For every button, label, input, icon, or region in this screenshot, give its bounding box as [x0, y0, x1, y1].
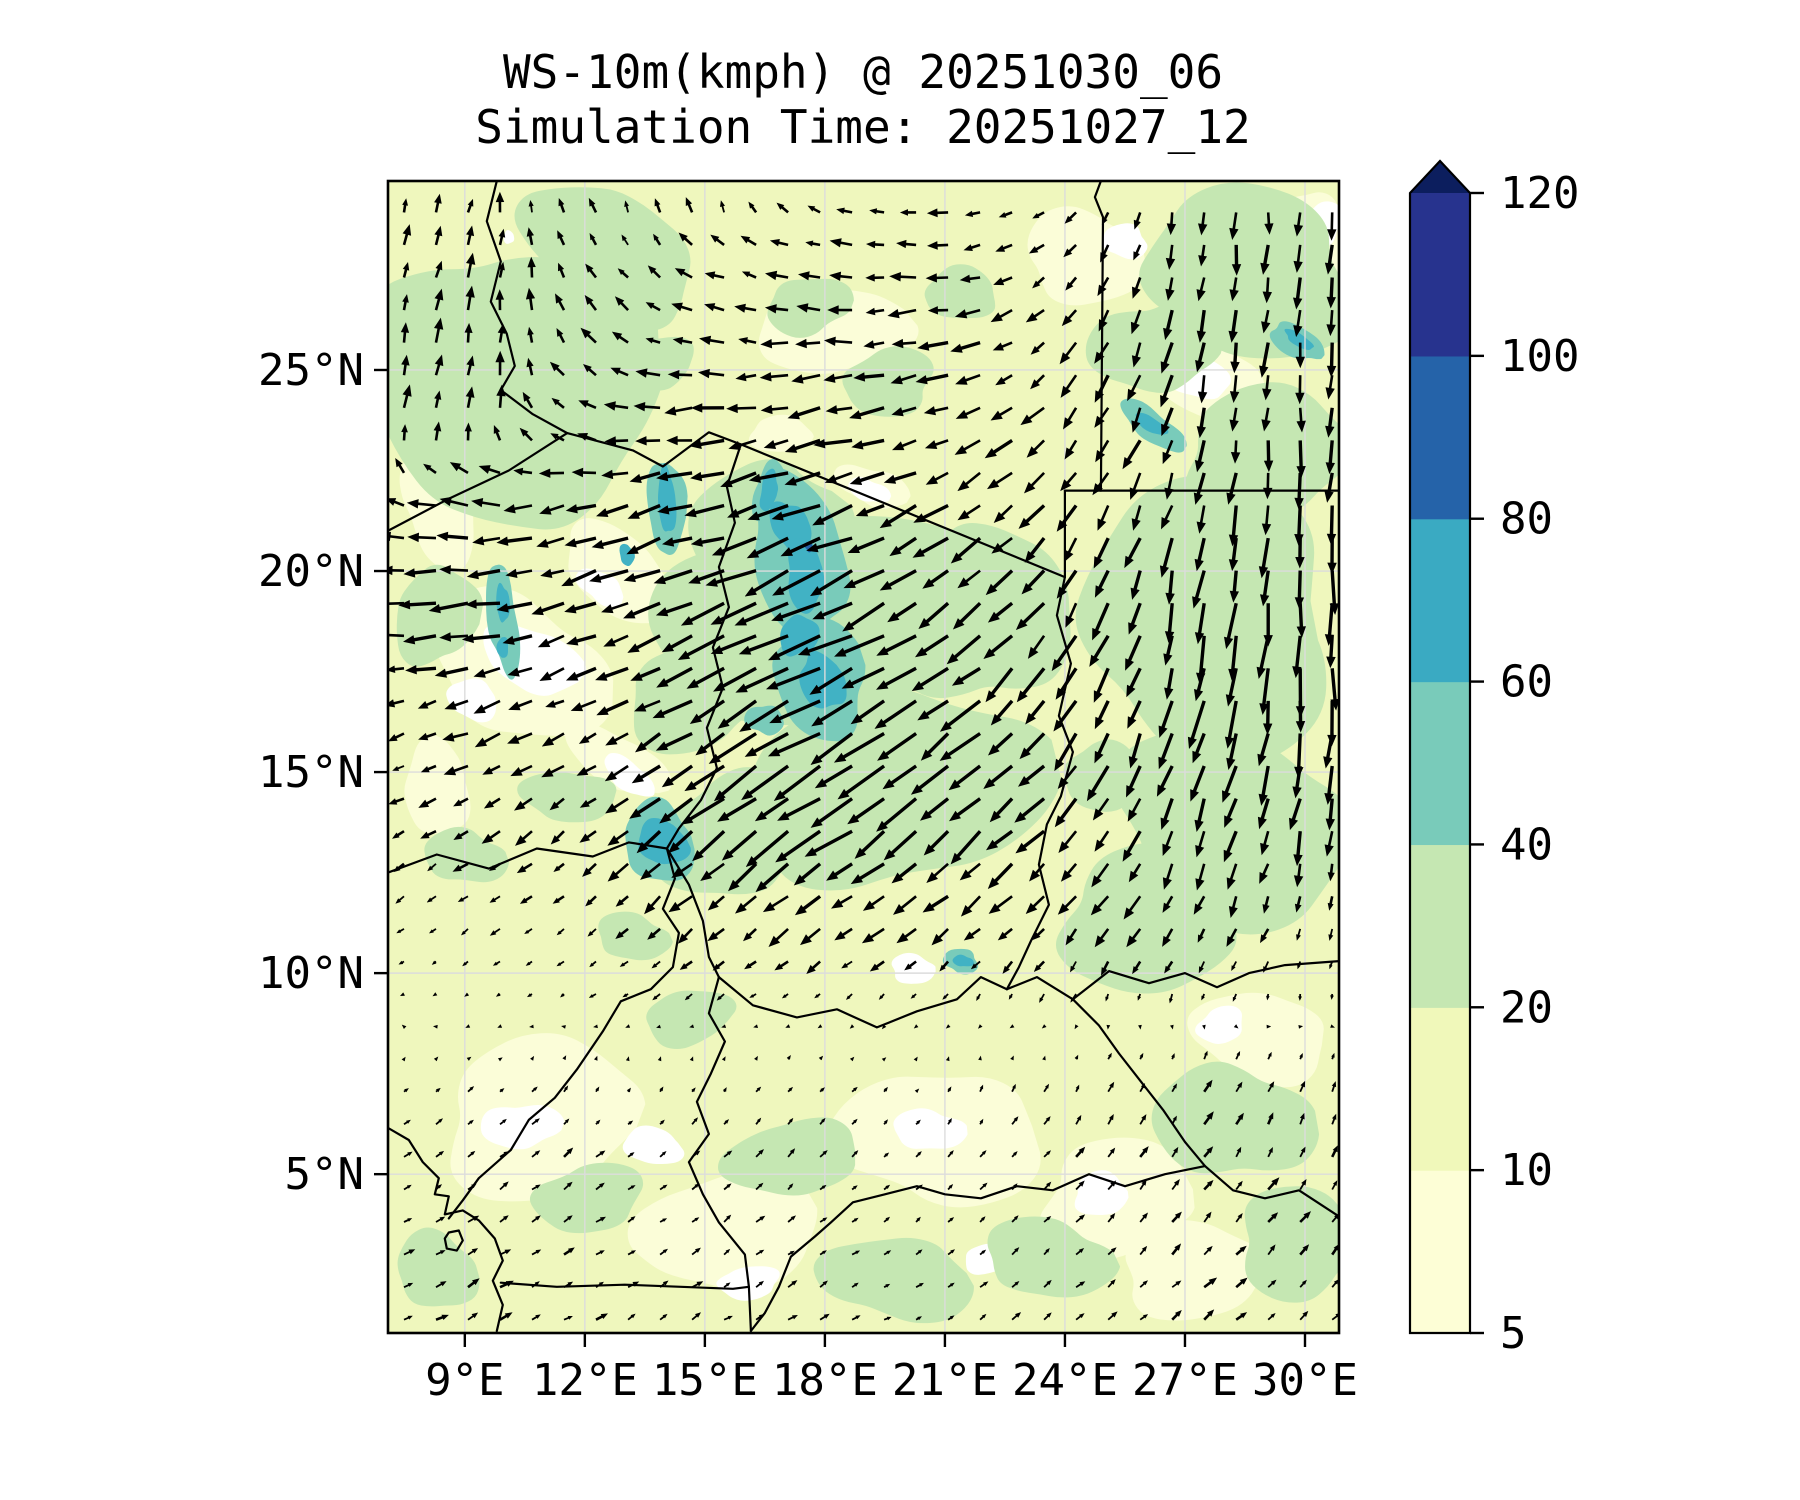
y-tick-label: 20°N: [258, 546, 364, 597]
border-polyline: [1005, 576, 1074, 991]
colorbar-outline: [1408, 159, 1472, 1335]
contour-region-20-40: [646, 990, 737, 1050]
colorbar-segment: [1410, 681, 1470, 846]
colorbar-tick-label: 80: [1500, 494, 1553, 545]
contour-region-20-40: [388, 256, 661, 530]
contour-region-20-40: [813, 1237, 975, 1324]
contour-region-20-40: [633, 640, 774, 755]
contour-region-20-40: [842, 346, 934, 417]
border-polyline: [1071, 960, 1339, 1001]
border-polyline: [388, 841, 668, 874]
wind-quiver-arrows: [388, 191, 1339, 1321]
contour-region-20-40: [529, 1162, 644, 1234]
colorbar-segment: [1410, 355, 1470, 520]
contour-region-60-80: [496, 582, 510, 623]
border-polyline: [717, 976, 1008, 1029]
contour-region-5-10: [1125, 1220, 1269, 1321]
border-polyline: [388, 1126, 504, 1333]
contour-region-below-5: [622, 1125, 685, 1165]
x-tick-label: 9°E: [425, 1355, 504, 1406]
contour-region-20-40: [1055, 841, 1238, 994]
contour-region-20-40: [1063, 739, 1137, 812]
plot-title-line1: WS-10m(kmph) @ 20251030_06: [503, 45, 1223, 99]
border-polyline: [447, 847, 680, 1220]
y-tick-label: 25°N: [258, 345, 364, 396]
colorbar-segment: [1410, 1007, 1470, 1171]
colorbar-tick-label: 20: [1500, 982, 1553, 1033]
colorbar-segment: [1410, 1170, 1470, 1334]
contour-region-5-10: [404, 734, 471, 834]
contour-region-below-5: [575, 568, 624, 607]
border-polyline: [749, 1165, 1207, 1333]
colorbar-extend-triangle: [1410, 161, 1470, 193]
x-tick-label: 27°E: [1132, 1355, 1238, 1406]
contour-region-60-80: [1284, 328, 1314, 351]
x-tick-label: 21°E: [892, 1355, 998, 1406]
contour-region-60-80: [1135, 412, 1169, 435]
contour-region-40-60: [744, 705, 784, 736]
contour-region-20-40: [1151, 1061, 1320, 1174]
contour-region-20-40: [517, 771, 617, 823]
contour-region-20-40: [987, 1216, 1121, 1298]
contour-region-below-5: [1195, 1005, 1243, 1044]
contour-fills: [388, 182, 1339, 1324]
colorbar-tick-label: 5: [1500, 1308, 1527, 1359]
y-axis: 25°N 20°N 15°N 10°N 5°N: [258, 345, 388, 1200]
x-tick-label: 24°E: [1012, 1355, 1118, 1406]
contour-region-20-40: [514, 187, 691, 332]
contour-region-20-40: [717, 1117, 856, 1196]
contour-region-60-80: [658, 463, 677, 532]
colorbar-segment: [1410, 193, 1470, 357]
x-tick-label: 30°E: [1252, 1355, 1358, 1406]
y-tick-label: 15°N: [258, 747, 364, 798]
y-tick-label: 10°N: [258, 948, 364, 999]
contour-region-below-5: [480, 1105, 565, 1150]
border-polyline: [443, 1229, 464, 1252]
contour-region-20-40: [598, 911, 673, 961]
colorbar-segment: [1410, 518, 1470, 683]
map-frame: [386, 179, 1341, 1335]
contour-region-below-5: [1102, 223, 1148, 260]
quiver-shafts-large: [406, 244, 1337, 912]
contour-region-below-5: [893, 1108, 968, 1149]
contour-region-60-80: [952, 954, 974, 967]
x-tick-label: 18°E: [772, 1355, 878, 1406]
x-tick-label: 12°E: [532, 1355, 638, 1406]
colorbar-tick-label: 120: [1500, 168, 1579, 219]
colorbar-tick-label: 40: [1500, 819, 1553, 870]
border-polyline: [566, 431, 1066, 579]
contour-region-below-5: [503, 230, 515, 244]
colorbar-segment: [1410, 844, 1470, 1008]
country-borders: [388, 181, 1339, 1333]
map-area: [388, 181, 1339, 1333]
x-tick-label: 15°E: [652, 1355, 758, 1406]
colorbar-tick-label: 100: [1500, 331, 1579, 382]
quiver-shafts-medium: [388, 198, 1338, 1321]
contour-region-20-40: [1244, 1186, 1339, 1303]
border-polyline: [388, 432, 569, 532]
border-polyline: [485, 181, 569, 435]
contour-region-60-80: [759, 468, 779, 512]
contour-region-below-5: [604, 753, 655, 797]
colorbar-tick-label: 10: [1500, 1145, 1553, 1196]
contour-region-5-10: [748, 414, 814, 452]
border-polyline: [687, 976, 752, 1333]
x-axis: 9°E 12°E 15°E 18°E 21°E 24°E 27°E 30°E: [425, 1333, 1358, 1406]
colorbar: 5 10 20 40 60 80 100 120: [1408, 159, 1579, 1359]
contour-region-60-80: [780, 614, 820, 657]
plot-title-line2: Simulation Time: 20251027_12: [475, 100, 1250, 154]
contour-region-below-5: [891, 952, 936, 984]
contour-region-20-40: [396, 564, 484, 667]
border-polyline: [499, 1281, 750, 1290]
contour-region-5-10: [627, 1170, 818, 1290]
contour-region-20-40: [397, 1227, 480, 1307]
y-tick-label: 5°N: [285, 1149, 364, 1200]
contour-region-60-80: [638, 818, 692, 865]
colorbar-tick-label: 60: [1500, 657, 1553, 708]
